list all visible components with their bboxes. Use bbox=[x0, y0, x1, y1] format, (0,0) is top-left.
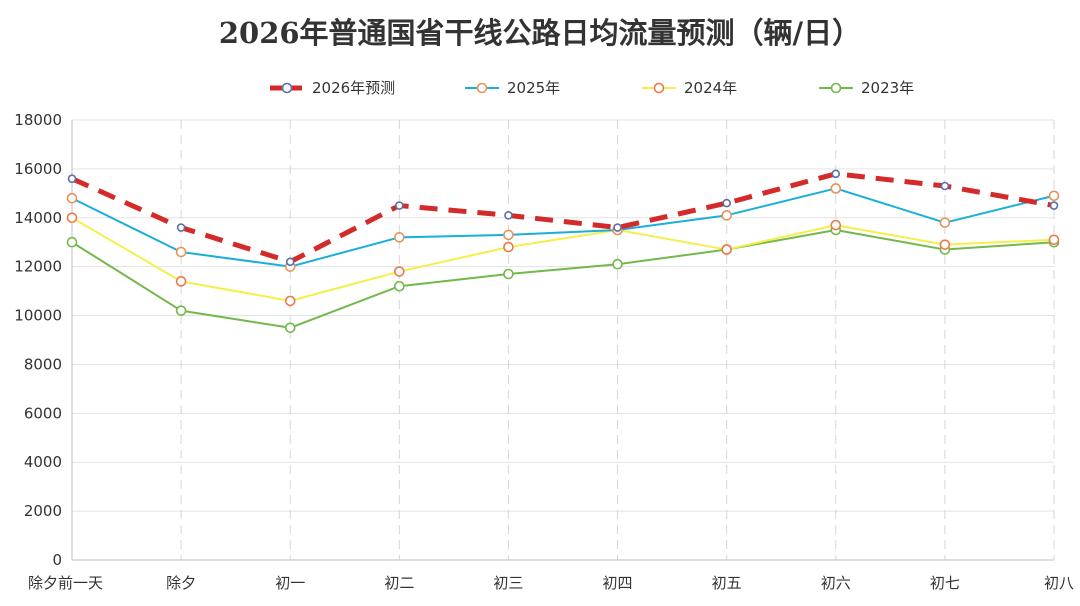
data-point bbox=[67, 174, 77, 183]
data-point bbox=[394, 280, 405, 292]
data-point bbox=[721, 210, 732, 221]
legend-marker bbox=[830, 82, 842, 94]
legend-item: 2023年 bbox=[819, 79, 914, 97]
data-point bbox=[504, 211, 513, 220]
data-point bbox=[175, 246, 187, 258]
x-tick-label: 除夕 bbox=[166, 574, 196, 592]
data-point bbox=[1048, 234, 1060, 246]
legend-item: 2025年 bbox=[465, 79, 560, 97]
data-point bbox=[722, 198, 731, 208]
data-point bbox=[66, 212, 78, 224]
legend-marker bbox=[476, 82, 488, 94]
axes: 0 2000 4000 6000 8000 10000 12000 14000 16000 180… bbox=[14, 111, 1074, 592]
x-tick-label: 初七 bbox=[930, 574, 960, 592]
data-point bbox=[503, 241, 514, 253]
data-point bbox=[66, 192, 78, 204]
data-point bbox=[284, 295, 296, 307]
legend-item: 2024年 bbox=[642, 79, 737, 97]
x-tick-label: 除夕前一天 bbox=[28, 574, 103, 592]
x-tick-label: 初一 bbox=[275, 574, 305, 592]
legend-label: 2026年预测 bbox=[312, 79, 395, 97]
x-tick-label: 初八 bbox=[1044, 574, 1074, 592]
y-tick-label: 18000 bbox=[14, 111, 62, 129]
data-point bbox=[1049, 201, 1059, 210]
data-point bbox=[285, 257, 295, 267]
chart-title: 2026年普通国省干线公路日均流量预测（辆/日） bbox=[219, 16, 861, 50]
y-tick-label: 10000 bbox=[14, 307, 62, 325]
data-point bbox=[284, 322, 296, 334]
series-line bbox=[71, 187, 1055, 268]
data-point bbox=[830, 219, 842, 231]
legend-label: 2025年 bbox=[507, 79, 560, 97]
y-tick-label: 8000 bbox=[24, 355, 62, 373]
x-tick-label: 初四 bbox=[603, 574, 633, 592]
data-point bbox=[721, 244, 732, 255]
data-point bbox=[175, 305, 187, 316]
data-point bbox=[503, 268, 514, 280]
data-point bbox=[394, 266, 405, 277]
y-tick-label: 16000 bbox=[14, 160, 62, 178]
data-point bbox=[66, 236, 78, 248]
x-tick-label: 初三 bbox=[493, 574, 523, 592]
data-point bbox=[176, 223, 186, 232]
x-tick-label: 初二 bbox=[384, 574, 414, 592]
data-point bbox=[939, 239, 951, 250]
y-tick-label: 14000 bbox=[14, 209, 62, 227]
series-line bbox=[71, 216, 1055, 302]
data-point bbox=[940, 181, 950, 191]
data-point bbox=[830, 183, 842, 194]
series-2025年 bbox=[66, 183, 1060, 272]
data-point bbox=[831, 169, 841, 179]
data-point bbox=[175, 276, 187, 287]
y-tick-label: 6000 bbox=[24, 404, 62, 422]
data-point bbox=[395, 201, 404, 210]
y-tick-label: 12000 bbox=[14, 258, 62, 276]
legend-item: 2026年预测 bbox=[270, 79, 395, 97]
legend-marker bbox=[653, 82, 665, 94]
series-group bbox=[66, 169, 1060, 334]
legend-marker bbox=[281, 82, 293, 94]
series-2026年预测 bbox=[67, 169, 1059, 267]
legend: 2026年预测 2025年 2024年 2023年 bbox=[270, 79, 914, 97]
x-tick-label: 初五 bbox=[712, 574, 742, 592]
y-tick-label: 4000 bbox=[24, 453, 62, 471]
data-point bbox=[939, 217, 951, 228]
series-2024年 bbox=[66, 212, 1060, 307]
y-tick-label: 0 bbox=[52, 551, 62, 569]
y-tick-label: 2000 bbox=[24, 502, 62, 520]
legend-label: 2023年 bbox=[861, 79, 914, 97]
data-point bbox=[613, 223, 622, 232]
legend-label: 2024年 bbox=[684, 79, 737, 97]
data-point bbox=[1048, 190, 1060, 202]
grid bbox=[72, 119, 1055, 560]
data-point bbox=[503, 229, 514, 241]
x-tick-label: 初六 bbox=[821, 574, 851, 592]
data-point bbox=[394, 232, 405, 243]
series-line bbox=[70, 171, 1055, 265]
series-2023年 bbox=[66, 224, 1060, 334]
data-point bbox=[612, 258, 623, 270]
series-line bbox=[71, 229, 1055, 329]
